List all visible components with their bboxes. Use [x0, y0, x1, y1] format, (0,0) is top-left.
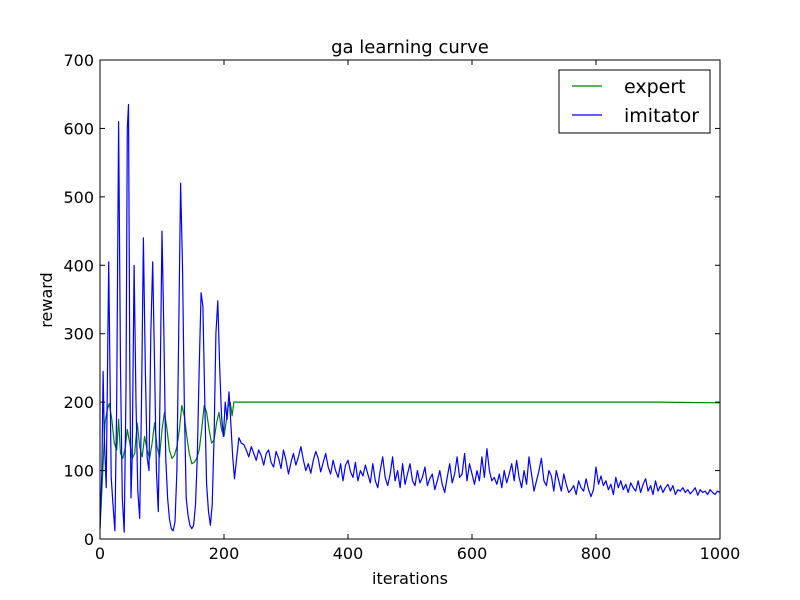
y-tick-label: 600 — [63, 119, 94, 138]
series-line-imitator — [100, 103, 720, 533]
legend-label-expert: expert — [624, 76, 686, 98]
legend: expert imitator — [558, 69, 711, 134]
y-tick-label: 100 — [63, 462, 94, 481]
y-tick-label: 700 — [63, 51, 94, 70]
y-tick-label: 0 — [84, 530, 94, 549]
y-tick-label: 300 — [63, 325, 94, 344]
x-tick-label: 0 — [95, 544, 105, 563]
x-axis-label: iterations — [372, 569, 448, 588]
legend-box — [558, 69, 711, 134]
chart-title: ga learning curve — [331, 37, 489, 58]
legend-label-imitator: imitator — [624, 105, 699, 127]
x-tick-label: 1000 — [700, 544, 741, 563]
y-tick-label: 400 — [63, 256, 94, 275]
plot-area — [100, 60, 720, 539]
y-tick-label: 200 — [63, 393, 94, 412]
x-tick-label: 200 — [209, 544, 240, 563]
x-tick-label: 600 — [457, 544, 488, 563]
y-tick-label: 500 — [63, 188, 94, 207]
x-tick-label: 800 — [581, 544, 612, 563]
x-tick-label: 400 — [333, 544, 364, 563]
series-layer — [100, 103, 720, 533]
y-axis-label: reward — [37, 272, 56, 327]
ticks-layer: 0 200 400 600 800 1000 0 100 200 300 400 500 600 700 — [63, 51, 740, 563]
plot-frame — [99, 59, 721, 540]
